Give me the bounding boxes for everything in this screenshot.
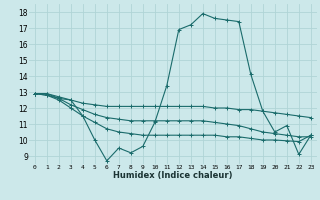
X-axis label: Humidex (Indice chaleur): Humidex (Indice chaleur) <box>113 171 233 180</box>
